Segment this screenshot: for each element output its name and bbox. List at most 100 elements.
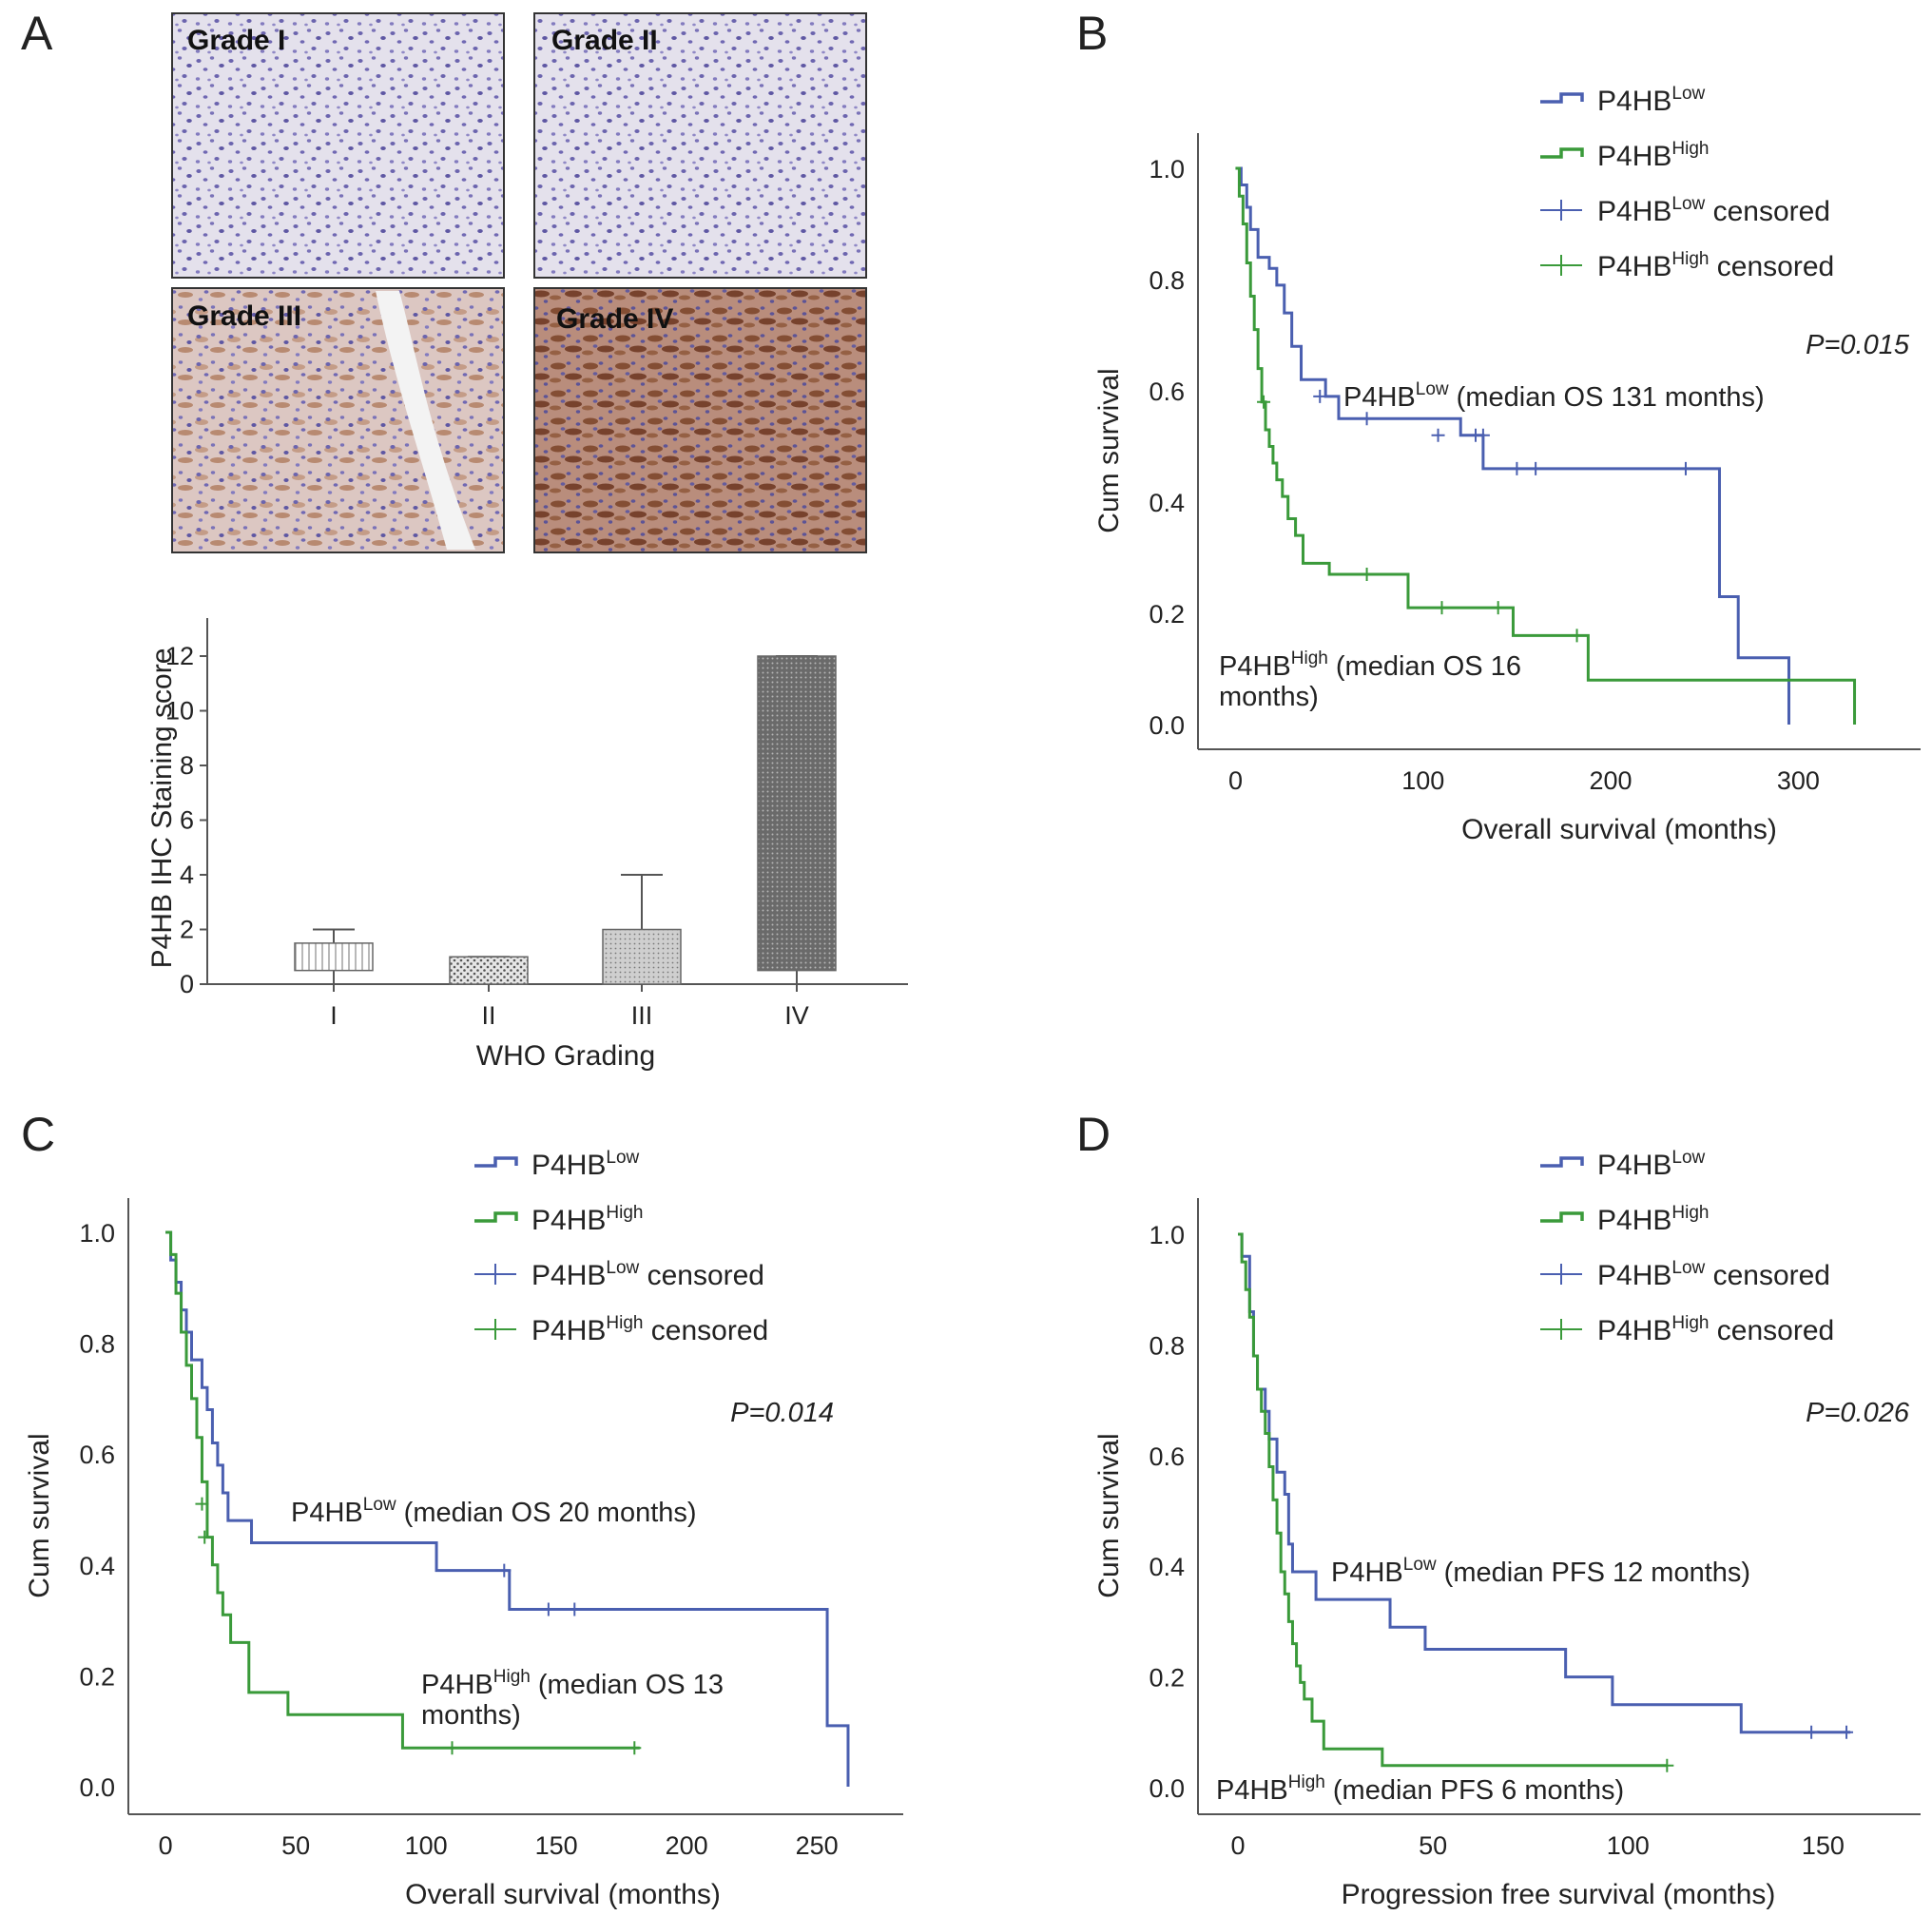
chart-c-x-tick-label: 150 xyxy=(535,1831,578,1860)
chart-c-censor-mark xyxy=(497,1563,512,1577)
chart-b-x-tick-label: 300 xyxy=(1777,766,1820,795)
chart-b-censor-mark xyxy=(1313,389,1327,403)
chart-c-y-tick-label: 0.2 xyxy=(79,1662,115,1691)
chart-b-censor-mark xyxy=(1431,428,1445,442)
chart-d-legend-suffix: censored xyxy=(1709,1315,1834,1346)
micrograph-grade-2-label: Grade II xyxy=(551,25,658,56)
chart-c-annotation-sup: Low xyxy=(363,1495,396,1515)
chart-c-legend-base: P4HB xyxy=(531,1150,606,1181)
chart-b-y-tick-label: 0.0 xyxy=(1149,711,1185,740)
chart-b-annotation-high: P4HBHigh (median OS 16 xyxy=(1219,648,1521,682)
chart-b-series-high-line xyxy=(1235,166,1857,725)
panel-letter-a: A xyxy=(21,7,53,60)
chart-d-legend-low-censor-swatch xyxy=(1540,1264,1582,1285)
chart-b-censor-mark xyxy=(1529,461,1543,475)
chart-b-censor-mark xyxy=(1570,629,1584,643)
chart-d-legend-sup: Low xyxy=(1671,1258,1705,1278)
chart-d-legend-low-line-swatch xyxy=(1540,1156,1584,1168)
chart-b-y-tick-label: 0.2 xyxy=(1149,600,1185,629)
micrograph-grade-3: Grade III xyxy=(171,287,505,553)
chart-b-legend-sup: Low xyxy=(1671,194,1705,214)
chart-c-legend-low-censor-label: P4HBLow censored xyxy=(531,1258,764,1291)
chart-c-censor-mark xyxy=(445,1741,459,1755)
chart-d-annotation-rest: (median PFS 6 months) xyxy=(1325,1775,1624,1806)
chart-d-legend-low-line-label: P4HBLow xyxy=(1597,1148,1706,1181)
chart-a-x-tick-label: III xyxy=(631,1001,653,1030)
chart-b-censor-mark xyxy=(1360,568,1374,582)
chart-a-x-tick-label: I xyxy=(330,1001,338,1030)
chart-c-annotation-base: P4HB xyxy=(421,1670,493,1700)
chart-c-p-value: P=0.014 xyxy=(730,1398,834,1428)
chart-d-annotation-base: P4HB xyxy=(1216,1775,1288,1806)
micrograph-grade-3-label: Grade III xyxy=(187,300,301,332)
chart-c-series-high-line xyxy=(165,1230,640,1750)
chart-d-annotation-rest: (median PFS 12 months) xyxy=(1437,1558,1750,1588)
chart-c-censor-mark xyxy=(198,1530,212,1544)
chart-a-box xyxy=(757,655,837,972)
chart-d-legend-base: P4HB xyxy=(1597,1150,1671,1181)
chart-a-x-tick-label: II xyxy=(481,1001,495,1030)
chart-a-box xyxy=(449,956,529,985)
chart-c-annotation-low: P4HBLow (median OS 20 months) xyxy=(291,1495,697,1528)
chart-d-y-axis-title: Cum survival xyxy=(1093,1433,1125,1597)
chart-b-y-tick-label: 0.4 xyxy=(1149,489,1185,517)
micrograph-grade-4: Grade IV xyxy=(533,287,867,553)
chart-b-y-tick-label: 0.8 xyxy=(1149,266,1185,295)
chart-c-legend-sup: High xyxy=(606,1203,643,1223)
chart-d-legend-base: P4HB xyxy=(1597,1315,1671,1346)
chart-b-legend-low-line-swatch xyxy=(1540,92,1584,104)
panel-letter-c: C xyxy=(21,1108,55,1161)
chart-c-censor-mark xyxy=(628,1741,642,1755)
chart-b-legend-high-censor-label: P4HBHigh censored xyxy=(1597,249,1834,282)
chart-b-y-axis-title: Cum survival xyxy=(1093,368,1125,532)
chart-a-y-tick-label: 0 xyxy=(180,970,194,998)
chart-d-legend-suffix: censored xyxy=(1705,1260,1830,1291)
chart-b-annotation-sup: High xyxy=(1291,648,1328,668)
micrograph-grid: Grade I Grade II Grade III Grade IV xyxy=(171,12,867,553)
chart-a-y-tick-label: 10 xyxy=(165,697,194,726)
chart-b-x-tick-label: 200 xyxy=(1590,766,1633,795)
chart-c-legend-high-line-label: P4HBHigh xyxy=(531,1203,643,1236)
chart-d-annotation-high: P4HBHigh (median PFS 6 months) xyxy=(1216,1772,1624,1806)
chart-c-legend-low-line-swatch xyxy=(474,1156,518,1168)
chart-c-annotation-rest: (median OS 13 xyxy=(531,1670,724,1700)
chart-a-x-tick-label: IV xyxy=(784,1001,809,1030)
chart-b-legend-base: P4HB xyxy=(1597,251,1671,282)
chart-c-y-tick-label: 0.6 xyxy=(79,1441,115,1469)
chart-c-annotation-high-line2: months) xyxy=(421,1700,521,1731)
chart-b-legend-low-line-label: P4HBLow xyxy=(1597,84,1706,117)
chart-b-x-axis-title: Overall survival (months) xyxy=(1461,814,1777,845)
chart-b-censor-mark xyxy=(1360,412,1374,426)
chart-b-y-tick-label: 1.0 xyxy=(1149,155,1185,184)
chart-a-box xyxy=(294,942,374,972)
chart-a-x-axis-title: WHO Grading xyxy=(476,1040,655,1072)
chart-c-x-tick-label: 100 xyxy=(405,1831,448,1860)
chart-c-censor-mark xyxy=(195,1497,209,1511)
chart-a-box xyxy=(602,928,682,985)
chart-d-legend-low-censor-label: P4HBLow censored xyxy=(1597,1258,1830,1291)
chart-b-annotation-rest: (median OS 16 xyxy=(1328,651,1521,682)
chart-d-annotation-base: P4HB xyxy=(1331,1558,1403,1588)
chart-c-legend-high-censor-label: P4HBHigh censored xyxy=(531,1313,768,1346)
chart-d-censor-mark xyxy=(1660,1758,1674,1772)
chart-b-annotation-sup: Low xyxy=(1416,379,1449,399)
chart-d-x-axis-title: Progression free survival (months) xyxy=(1342,1879,1776,1910)
chart-d-x-tick-label: 150 xyxy=(1802,1831,1845,1860)
chart-d-y-tick-label: 0.6 xyxy=(1149,1442,1185,1471)
panel-letter-d: D xyxy=(1076,1108,1111,1161)
chart-a-y-tick-label: 8 xyxy=(180,751,194,780)
chart-b-censor-mark xyxy=(1476,428,1490,442)
chart-b-legend-low-censor-swatch xyxy=(1540,200,1582,221)
chart-d-series-low-line xyxy=(1238,1232,1851,1734)
chart-b-x-tick-label: 100 xyxy=(1401,766,1444,795)
chart-c-y-axis-title: Cum survival xyxy=(24,1433,55,1597)
chart-b-censor-mark xyxy=(1435,601,1449,615)
chart-b-legend-suffix: censored xyxy=(1705,196,1830,227)
chart-c-y-tick-label: 0.4 xyxy=(79,1552,115,1580)
chart-b-y-tick-label: 0.6 xyxy=(1149,377,1185,406)
chart-b-legend-base: P4HB xyxy=(1597,196,1671,227)
chart-d-series-high-line xyxy=(1238,1232,1668,1768)
